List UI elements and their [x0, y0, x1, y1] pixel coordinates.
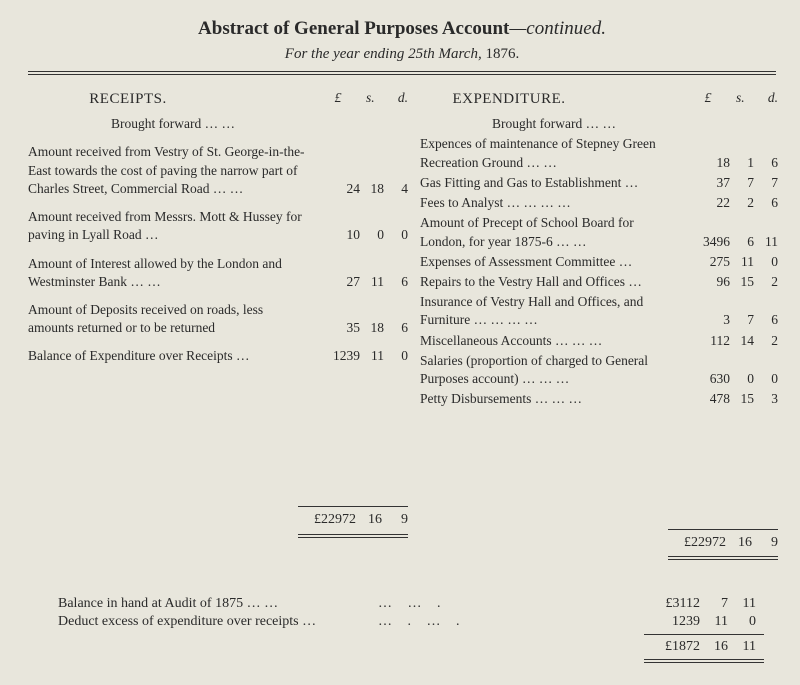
expenditure-total: £22972 16 9: [658, 534, 778, 553]
double-rule: [28, 71, 776, 75]
expenditure-amount: 3 7 6: [688, 311, 778, 329]
expenditure-desc: Amount of Precept of School Board for Lo…: [420, 214, 688, 250]
expenditure-desc: Expences of maintenance of Stepney Green…: [420, 135, 688, 171]
expenditure-desc: Petty Disbursements … … …: [420, 390, 688, 408]
expenditure-amount: 22 2 6: [688, 194, 778, 212]
brought-forward-row: Brought forward … …: [28, 115, 408, 133]
receipt-amount: 1239 11 0: [318, 347, 408, 365]
page-title: Abstract of General Purposes Account—con…: [28, 18, 776, 40]
receipt-amount: 27 11 6: [318, 273, 408, 291]
shilling-header: s.: [351, 89, 374, 109]
receipt-desc: Amount of Interest allowed by the London…: [28, 255, 318, 291]
receipt-row: Balance of Expenditure over Receipts … 1…: [28, 347, 408, 365]
expenditure-row: Salaries (proportion of charged to Gener…: [420, 352, 778, 388]
balance-double-underline: [644, 659, 764, 663]
account-page: Abstract of General Purposes Account—con…: [0, 0, 800, 673]
expenditure-desc: Expenses of Assessment Committee …: [420, 253, 688, 271]
balance-final-row: £1872 16 11: [28, 639, 776, 655]
total-rule: [298, 506, 408, 507]
pound-header: £: [318, 89, 341, 109]
receipt-desc: Amount of Deposits received on roads, le…: [28, 301, 318, 337]
expenditure-total-row: £22972 16 9: [420, 534, 778, 553]
balance-desc: Balance in hand at Audit of 1875 … …: [28, 596, 378, 612]
receipt-amount: 35 18 6: [318, 319, 408, 337]
receipt-desc: Balance of Expenditure over Receipts …: [28, 347, 318, 365]
title-suffix: —continued.: [509, 18, 606, 39]
brought-forward-row: Brought forward … …: [420, 115, 778, 133]
subtitle-prefix: For the year ending: [285, 46, 405, 62]
receipts-total-row: £22972 16 9: [28, 511, 408, 530]
expenditure-desc: Insurance of Vestry Hall and Offices, an…: [420, 293, 688, 329]
expenditure-row: Amount of Precept of School Board for Lo…: [420, 214, 778, 250]
expenditure-desc: Salaries (proportion of charged to Gener…: [420, 352, 688, 388]
expenditure-amount: 37 7 7: [688, 174, 778, 192]
expenditure-desc: Gas Fitting and Gas to Establishment …: [420, 174, 688, 192]
expenditure-header-row: EXPENDITURE. £ s. d.: [420, 89, 778, 109]
balance-row: Balance in hand at Audit of 1875 … … … ……: [28, 596, 776, 612]
balance-row: Deduct excess of expenditure over receip…: [28, 614, 776, 630]
expenditure-column: EXPENDITURE. £ s. d. Brought forward … ……: [414, 89, 778, 560]
expenditure-row: Insurance of Vestry Hall and Offices, an…: [420, 293, 778, 329]
receipt-desc: Amount received from Messrs. Mott & Huss…: [28, 208, 318, 244]
subtitle-date: 25th March,: [408, 46, 482, 62]
expenditure-row: Gas Fitting and Gas to Establishment … 3…: [420, 174, 778, 192]
brought-forward-label: Brought forward … …: [28, 115, 318, 133]
balance-desc: Deduct excess of expenditure over receip…: [28, 614, 378, 630]
pence-header: d.: [385, 89, 408, 109]
expenditure-amount: 3496 6 11: [688, 233, 778, 251]
expenditure-row: Petty Disbursements … … … 478 15 3: [420, 390, 778, 408]
leader-dots: … … .: [378, 596, 616, 612]
expenditure-amount: 478 15 3: [688, 390, 778, 408]
expenditure-desc: Fees to Analyst … … … …: [420, 194, 688, 212]
balance-amount: 1239 11 0: [616, 614, 776, 630]
total-rule: [668, 529, 778, 530]
ledger: RECEIPTS. £ s. d. Brought forward … … Am…: [28, 89, 776, 560]
receipt-amount: 24 18 4: [318, 180, 408, 198]
balance-final-amount: £1872 16 11: [616, 639, 776, 655]
balance-amount: £3112 7 11: [616, 596, 776, 612]
receipts-total: £22972 16 9: [288, 511, 408, 530]
title-main: Abstract of General Purposes Account: [198, 18, 509, 39]
expenditure-desc: Repairs to the Vestry Hall and Offices …: [420, 273, 688, 291]
receipt-row: Amount received from Vestry of St. Georg…: [28, 143, 408, 198]
leader-dots: … . … .: [378, 614, 616, 630]
pound-header: £: [688, 89, 711, 109]
expenditure-amount: 275 11 0: [688, 253, 778, 271]
expenditure-row: Expenses of Assessment Committee … 275 1…: [420, 253, 778, 271]
pence-header: d.: [755, 89, 778, 109]
shilling-header: s.: [721, 89, 744, 109]
balance-block: Balance in hand at Audit of 1875 … … … ……: [28, 596, 776, 663]
expenditure-row: Expences of maintenance of Stepney Green…: [420, 135, 778, 171]
double-underline: [668, 556, 778, 560]
receipt-row: Amount received from Messrs. Mott & Huss…: [28, 208, 408, 244]
expenditure-amount: 630 0 0: [688, 370, 778, 388]
expenditure-header: EXPENDITURE.: [420, 89, 688, 109]
receipts-header-row: RECEIPTS. £ s. d.: [28, 89, 408, 109]
subtitle-year: 1876.: [485, 46, 519, 62]
expenditure-row: Repairs to the Vestry Hall and Offices ……: [420, 273, 778, 291]
receipts-header: RECEIPTS.: [28, 89, 318, 109]
expenditure-amount: 96 15 2: [688, 273, 778, 291]
receipt-row: Amount of Interest allowed by the London…: [28, 255, 408, 291]
expenditure-amount: 18 1 6: [688, 154, 778, 172]
balance-rule: [644, 634, 764, 635]
lsd-header: £ s. d.: [688, 89, 778, 109]
expenditure-row: Miscellaneous Accounts … … … 112 14 2: [420, 332, 778, 350]
receipt-row: Amount of Deposits received on roads, le…: [28, 301, 408, 337]
receipts-column: RECEIPTS. £ s. d. Brought forward … … Am…: [28, 89, 414, 560]
page-subtitle: For the year ending 25th March, 1876.: [28, 46, 776, 63]
expenditure-desc: Miscellaneous Accounts … … …: [420, 332, 688, 350]
double-underline: [298, 534, 408, 538]
expenditure-amount: 112 14 2: [688, 332, 778, 350]
expenditure-row: Fees to Analyst … … … … 22 2 6: [420, 194, 778, 212]
receipt-amount: 10 0 0: [318, 226, 408, 244]
brought-forward-label: Brought forward … …: [420, 115, 688, 133]
receipt-desc: Amount received from Vestry of St. Georg…: [28, 143, 318, 198]
lsd-header: £ s. d.: [318, 89, 408, 109]
